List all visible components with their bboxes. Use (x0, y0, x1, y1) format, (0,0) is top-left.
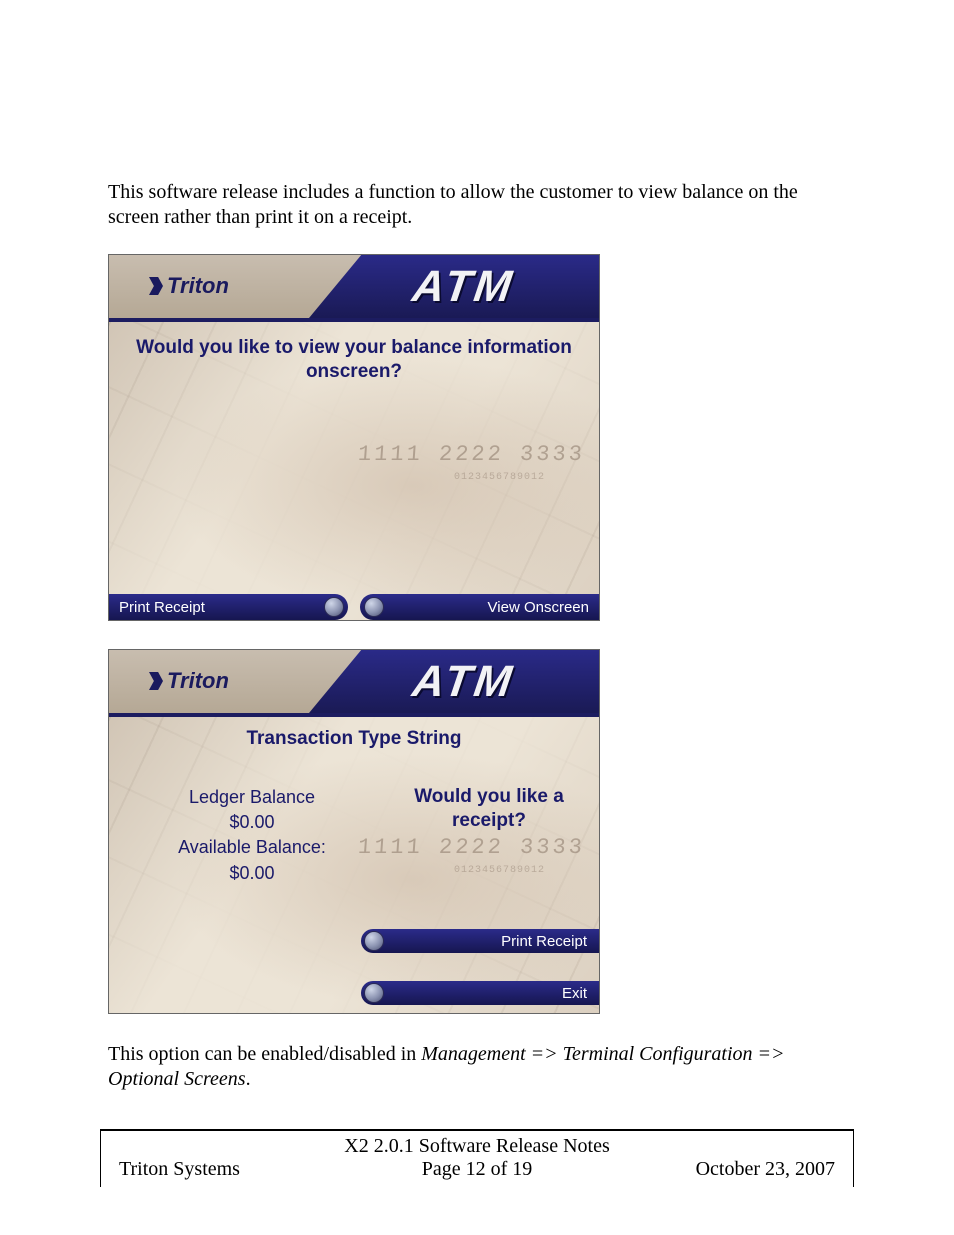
atm-screenshot-1: Triton ATM Would you like to view your b… (108, 254, 600, 621)
footer-title: X2 2.0.1 Software Release Notes (119, 1135, 835, 1158)
receipt-prompt: Would you like a receipt? (389, 785, 589, 833)
exit-label: Exit (562, 985, 587, 1002)
button-indicator-icon (364, 931, 384, 951)
atm-banner: ATM (309, 650, 599, 713)
atm-header: Triton ATM (109, 650, 599, 717)
atm-banner: ATM (309, 255, 599, 318)
button-indicator-icon (364, 983, 384, 1003)
ledger-balance-value: $0.00 (147, 810, 357, 835)
footer-page: Page 12 of 19 (358, 1158, 597, 1181)
card-number-watermark: 1111 2222 3333 (357, 442, 586, 467)
balance-column: Ledger Balance $0.00 Available Balance: … (147, 785, 357, 886)
footer-date: October 23, 2007 (596, 1158, 835, 1181)
available-balance-value: $0.00 (147, 861, 357, 886)
view-onscreen-label: View Onscreen (488, 599, 589, 616)
print-receipt-label: Print Receipt (119, 599, 205, 616)
outro-text-1: This option can be enabled/disabled in (108, 1043, 421, 1065)
atm-button-row: Print Receipt View Onscreen (109, 594, 599, 620)
view-onscreen-button[interactable]: View Onscreen (360, 594, 599, 620)
atm-banner-text: ATM (390, 262, 518, 312)
outro-paragraph: This option can be enabled/disabled in M… (108, 1042, 849, 1092)
transaction-type-heading: Transaction Type String (129, 727, 579, 751)
button-indicator-icon (364, 597, 384, 617)
page-footer: X2 2.0.1 Software Release Notes Triton S… (100, 1129, 854, 1187)
ledger-balance-label: Ledger Balance (147, 785, 357, 810)
print-receipt-button[interactable]: Print Receipt (109, 594, 348, 620)
intro-paragraph: This software release includes a functio… (108, 180, 849, 230)
card-sub-watermark: 0123456789012 (454, 865, 545, 876)
atm-body: Would you like to view your balance info… (109, 322, 599, 620)
document-page: This software release includes a functio… (0, 0, 954, 1235)
footer-company: Triton Systems (119, 1158, 358, 1181)
card-sub-watermark: 0123456789012 (454, 472, 545, 483)
print-receipt-label: Print Receipt (501, 933, 587, 950)
atm-header: Triton ATM (109, 255, 599, 322)
triton-logo: Triton (149, 273, 229, 299)
atm-banner-text: ATM (390, 657, 518, 707)
card-number-watermark: 1111 2222 3333 (357, 835, 586, 860)
exit-button[interactable]: Exit (361, 981, 599, 1005)
triton-logo: Triton (149, 668, 229, 694)
print-receipt-button[interactable]: Print Receipt (361, 929, 599, 953)
button-indicator-icon (324, 597, 344, 617)
atm-prompt: Would you like to view your balance info… (129, 336, 579, 384)
outro-text-2: . (246, 1068, 251, 1090)
available-balance-label: Available Balance: (147, 835, 357, 860)
atm-body: Transaction Type String Ledger Balance $… (109, 717, 599, 1013)
atm-screenshot-2: Triton ATM Transaction Type String Ledge… (108, 649, 600, 1014)
